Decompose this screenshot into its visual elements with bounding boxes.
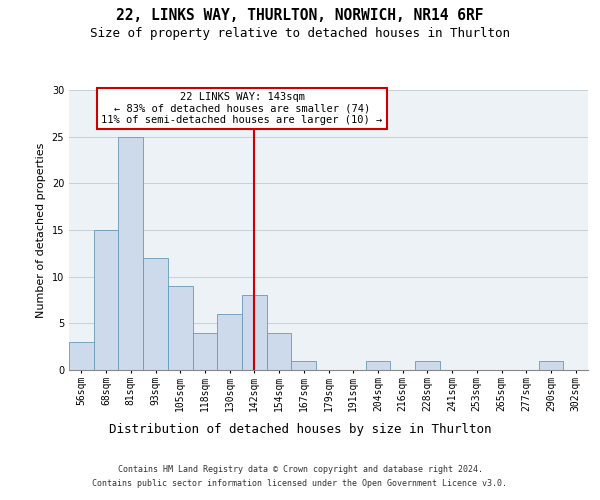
Bar — [267, 332, 292, 370]
Bar — [168, 286, 193, 370]
Text: 22, LINKS WAY, THURLTON, NORWICH, NR14 6RF: 22, LINKS WAY, THURLTON, NORWICH, NR14 6… — [116, 8, 484, 22]
Text: 22 LINKS WAY: 143sqm
← 83% of detached houses are smaller (74)
11% of semi-detac: 22 LINKS WAY: 143sqm ← 83% of detached h… — [101, 92, 383, 125]
Bar — [193, 332, 217, 370]
Bar — [539, 360, 563, 370]
Y-axis label: Number of detached properties: Number of detached properties — [36, 142, 46, 318]
Bar — [217, 314, 242, 370]
Bar — [365, 360, 390, 370]
Bar — [242, 296, 267, 370]
Bar — [415, 360, 440, 370]
Bar — [118, 136, 143, 370]
Bar — [292, 360, 316, 370]
Bar — [143, 258, 168, 370]
Bar — [69, 342, 94, 370]
Bar — [94, 230, 118, 370]
Text: Size of property relative to detached houses in Thurlton: Size of property relative to detached ho… — [90, 28, 510, 40]
Text: Contains HM Land Registry data © Crown copyright and database right 2024.
Contai: Contains HM Land Registry data © Crown c… — [92, 466, 508, 487]
Text: Distribution of detached houses by size in Thurlton: Distribution of detached houses by size … — [109, 422, 491, 436]
